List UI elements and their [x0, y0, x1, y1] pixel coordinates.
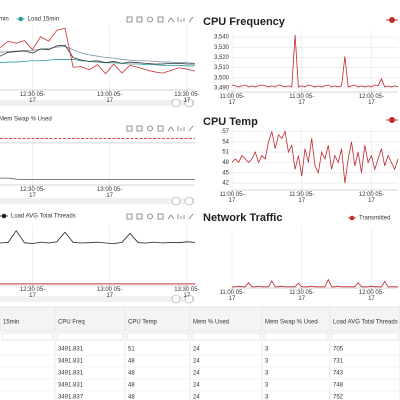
- legend-label: Mem Swap % Used: [0, 117, 52, 123]
- cell: 731: [333, 359, 344, 365]
- legend-label: min: [0, 17, 9, 23]
- cell: 51: [128, 347, 135, 353]
- filter-input[interactable]: [56, 332, 124, 341]
- cell: 743: [333, 371, 344, 377]
- cell: 3: [265, 395, 269, 400]
- cell: 24: [193, 359, 200, 365]
- filter-input[interactable]: [263, 332, 329, 341]
- filter-input[interactable]: [191, 332, 261, 341]
- cell: 48: [128, 359, 135, 365]
- column-header: CPU Freq: [58, 320, 85, 326]
- cell: 3: [265, 371, 269, 377]
- y-tick-label: 45: [222, 170, 229, 176]
- x-tick-label: 12:30 05-17: [19, 92, 46, 104]
- x-tick-label: 11:00 05-17: [219, 290, 245, 302]
- cell: 3491.831: [58, 383, 84, 389]
- cell: 3: [265, 347, 269, 353]
- y-tick-label: 3,540: [214, 35, 230, 41]
- legend-marker: [349, 215, 355, 221]
- x-tick-label: 13:30 05-17: [174, 92, 200, 104]
- y-tick-label: 3,510: [214, 65, 230, 71]
- filter-input[interactable]: [331, 332, 399, 341]
- navigator[interactable]: [0, 98, 195, 304]
- cell: 748: [333, 383, 344, 389]
- cell: 3491.831: [58, 359, 84, 365]
- y-tick-label: 54: [222, 139, 229, 145]
- x-tick-label: 11:30 05-17: [289, 290, 315, 302]
- cell: 48: [128, 395, 135, 400]
- cell: 48: [128, 383, 135, 389]
- cell: 3: [265, 359, 269, 365]
- x-tick-label: 11:00 05-17: [219, 94, 245, 106]
- cell: 24: [193, 371, 200, 377]
- x-tick-label: 13:30 05-17: [174, 287, 200, 299]
- x-tick-label: 12:30 05-17: [19, 187, 46, 199]
- cell: 705: [333, 347, 344, 353]
- x-tick-label: 12:30 05-17: [19, 287, 46, 299]
- cell: 752: [333, 395, 344, 400]
- series-line: [231, 35, 399, 88]
- column-header: Mem Swap % Used: [265, 320, 318, 326]
- y-tick-label: 3,520: [214, 55, 230, 61]
- column-header: 15min: [3, 320, 19, 326]
- cell: 24: [193, 383, 200, 389]
- legend-marker: [386, 17, 398, 123]
- table-header: [0, 306, 400, 332]
- cell: 3491.837: [58, 395, 84, 400]
- legend-label: Transmitted: [359, 216, 390, 222]
- series-line: [0, 59, 195, 67]
- x-tick-label: 11:00 05-17: [219, 192, 245, 204]
- series-line: [0, 27, 196, 75]
- cell: 24: [193, 347, 200, 353]
- series-line: [0, 44, 195, 65]
- y-tick-label: 57: [222, 129, 229, 135]
- x-tick-label: 11:30 05-17: [289, 192, 315, 204]
- chart-title: CPU Temp: [203, 116, 258, 128]
- chart-title: Network Traffic: [203, 212, 282, 224]
- y-tick-label: 42: [222, 181, 229, 187]
- x-tick-label: 13:00 05-17: [97, 92, 123, 104]
- chart-title: CPU Frequency: [203, 16, 286, 28]
- legend-marker: [18, 16, 23, 22]
- x-tick-label: 11:30 05-17: [289, 94, 315, 106]
- filter-input[interactable]: [1, 332, 54, 341]
- x-tick-label: 12:00 05-17: [358, 192, 385, 204]
- y-tick-label: 3,500: [214, 75, 230, 81]
- legend-marker: [1, 213, 7, 219]
- series-line: [0, 229, 196, 245]
- y-tick-label: 51: [222, 150, 229, 156]
- y-tick-label: 3,490: [214, 86, 230, 92]
- x-tick-label: 12:00 05-17: [358, 94, 385, 106]
- series-line: [232, 278, 398, 288]
- x-tick-label: 13:00 05-17: [97, 187, 123, 199]
- series-line: [231, 130, 399, 184]
- cell: 48: [128, 371, 135, 377]
- cell: 3491.831: [58, 371, 84, 377]
- series-line: [0, 46, 196, 64]
- filter-input[interactable]: [126, 332, 189, 341]
- cell: 24: [193, 395, 200, 400]
- y-tick-label: 48: [222, 160, 229, 166]
- legend-label: Load AVG Total Threads: [11, 214, 76, 220]
- toolbar[interactable]: [126, 16, 194, 220]
- x-tick-label: 12:00 05-17: [358, 290, 385, 302]
- cell: 3491.831: [58, 347, 84, 353]
- series-line: [0, 177, 195, 181]
- column-header: Mem % Used: [193, 320, 229, 326]
- column-header: CPU Temp: [128, 320, 158, 326]
- legend-label: Load 15min: [28, 17, 59, 23]
- y-tick-label: 3,530: [214, 45, 230, 51]
- cell: 3: [265, 383, 269, 389]
- x-tick-label: 13:00 05-17: [97, 287, 123, 299]
- column-header: Load AVG Total Threads: [333, 320, 398, 326]
